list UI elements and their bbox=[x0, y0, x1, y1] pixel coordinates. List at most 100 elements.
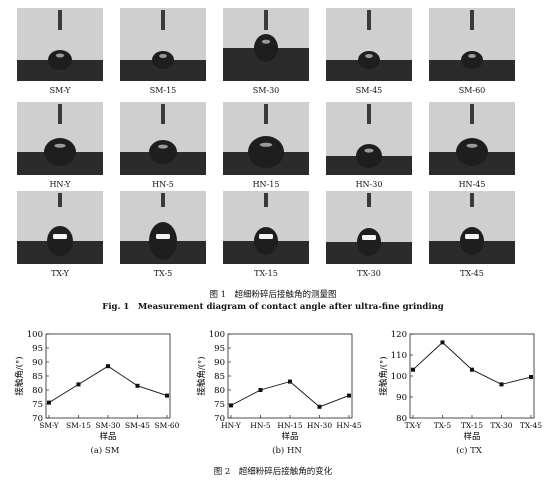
data-point bbox=[288, 379, 292, 384]
y-tick-label: 100 bbox=[27, 330, 43, 340]
data-point bbox=[529, 375, 533, 380]
droplet-image bbox=[120, 102, 206, 175]
x-tick-label: SM-30 bbox=[96, 421, 121, 430]
data-point bbox=[47, 400, 51, 405]
series-line bbox=[48, 365, 168, 403]
y-axis-label: 接触角/(°) bbox=[196, 356, 207, 395]
y-tick-label: 85 bbox=[32, 372, 43, 382]
x-axis-label: 样品 bbox=[281, 431, 298, 442]
substrate bbox=[120, 60, 206, 81]
droplet-highlight bbox=[468, 53, 476, 58]
y-tick-label: 100 bbox=[209, 330, 225, 340]
droplet-photo bbox=[429, 191, 515, 264]
droplet-label: SM-30 bbox=[252, 86, 280, 95]
plot-frame bbox=[409, 333, 535, 419]
droplet-image bbox=[17, 102, 103, 175]
droplet bbox=[254, 34, 278, 62]
y-tick-label: 110 bbox=[391, 351, 407, 361]
droplet bbox=[149, 222, 177, 260]
droplet bbox=[149, 140, 177, 164]
droplet bbox=[356, 144, 382, 168]
needle bbox=[367, 193, 371, 207]
data-point bbox=[470, 367, 474, 372]
data-point bbox=[135, 383, 140, 388]
x-tick-label: HN-45 bbox=[336, 421, 361, 430]
series-line bbox=[412, 341, 532, 385]
droplet-highlight bbox=[364, 148, 374, 153]
y-tick-label: 70 bbox=[32, 414, 43, 424]
droplet-image bbox=[17, 8, 103, 81]
droplet-label: HN-Y bbox=[49, 180, 71, 189]
data-point bbox=[347, 393, 351, 398]
plot-frame bbox=[45, 333, 171, 419]
y-tick-label: 90 bbox=[32, 358, 43, 368]
data-point bbox=[411, 367, 415, 372]
droplet bbox=[456, 138, 488, 166]
droplet-photo bbox=[120, 191, 206, 264]
droplet-image bbox=[429, 102, 515, 175]
droplet-label: TX-45 bbox=[460, 269, 484, 278]
data-point bbox=[106, 364, 110, 369]
droplet-label: SM-45 bbox=[355, 86, 383, 95]
chart-hn-caption: (b) HN bbox=[272, 446, 302, 456]
needle bbox=[161, 10, 165, 30]
x-tick-label: TX-15 bbox=[461, 421, 483, 430]
droplet bbox=[254, 227, 278, 255]
droplet-label: HN-15 bbox=[252, 180, 280, 189]
y-tick-label: 80 bbox=[214, 386, 225, 396]
droplet-photo bbox=[17, 8, 103, 81]
droplet bbox=[48, 50, 72, 70]
droplet-highlight bbox=[54, 143, 66, 148]
droplet-image bbox=[17, 191, 103, 264]
droplet bbox=[152, 51, 174, 69]
x-axis-label: 样品 bbox=[99, 431, 116, 442]
y-tick-label: 95 bbox=[214, 344, 225, 354]
x-tick-label: HN-30 bbox=[307, 421, 332, 430]
droplet bbox=[47, 226, 73, 256]
chart-tx: 80 90 100 110 120 TX-Y TX-5 TX-15 TX-30 TX-45 接触角/… bbox=[364, 322, 546, 442]
droplet-highlight bbox=[362, 235, 376, 240]
data-point bbox=[258, 388, 263, 392]
droplet-image bbox=[326, 191, 412, 264]
substrate bbox=[17, 60, 103, 81]
droplet-highlight bbox=[53, 234, 67, 239]
droplet bbox=[461, 51, 483, 69]
chart-sm: 70 75 80 85 90 95 100 SM-Y SM-15 SM-30 SM-45 SM-60 接… bbox=[0, 322, 182, 442]
chart-hn-svg: 70 75 80 85 90 95 100 HN-Y HN-5 HN-15 HN-30 HN-45 接触… bbox=[196, 330, 362, 442]
droplet-highlight bbox=[259, 142, 273, 147]
droplet-highlight bbox=[365, 53, 373, 58]
y-axis-label: 接触角/(°) bbox=[378, 356, 389, 395]
droplet-label: TX-5 bbox=[153, 269, 173, 278]
x-tick-label: SM-15 bbox=[66, 421, 91, 430]
droplet-image bbox=[120, 191, 206, 264]
substrate bbox=[429, 60, 515, 81]
figure1-caption-en: Fig. 1 Measurement diagram of contact an… bbox=[102, 302, 444, 312]
needle bbox=[470, 10, 474, 30]
y-tick-label: 95 bbox=[32, 344, 43, 354]
y-tick-label: 120 bbox=[391, 330, 407, 340]
data-point bbox=[499, 382, 504, 387]
droplet bbox=[358, 51, 380, 69]
droplet-photo bbox=[223, 191, 309, 264]
y-axis-label: 接触角/(°) bbox=[14, 356, 25, 395]
droplet-label: SM-60 bbox=[458, 86, 486, 95]
droplet bbox=[44, 138, 76, 166]
droplet-highlight bbox=[55, 53, 65, 58]
x-tick-label: TX-Y bbox=[405, 421, 423, 430]
droplet-label: SM-15 bbox=[149, 86, 177, 95]
needle bbox=[264, 104, 268, 124]
droplet-image bbox=[120, 8, 206, 81]
data-point bbox=[165, 393, 169, 398]
needle bbox=[367, 104, 371, 124]
y-tick-label: 90 bbox=[396, 393, 407, 403]
needle bbox=[58, 104, 62, 124]
droplet-photo bbox=[223, 8, 309, 81]
data-point bbox=[440, 340, 445, 345]
x-tick-label: TX-45 bbox=[520, 421, 542, 430]
plot-frame bbox=[227, 333, 353, 419]
droplet-highlight bbox=[259, 234, 273, 239]
data-point bbox=[229, 403, 233, 408]
droplet-photo bbox=[326, 191, 412, 264]
x-tick-label: TX-30 bbox=[490, 421, 512, 430]
needle bbox=[264, 193, 268, 207]
